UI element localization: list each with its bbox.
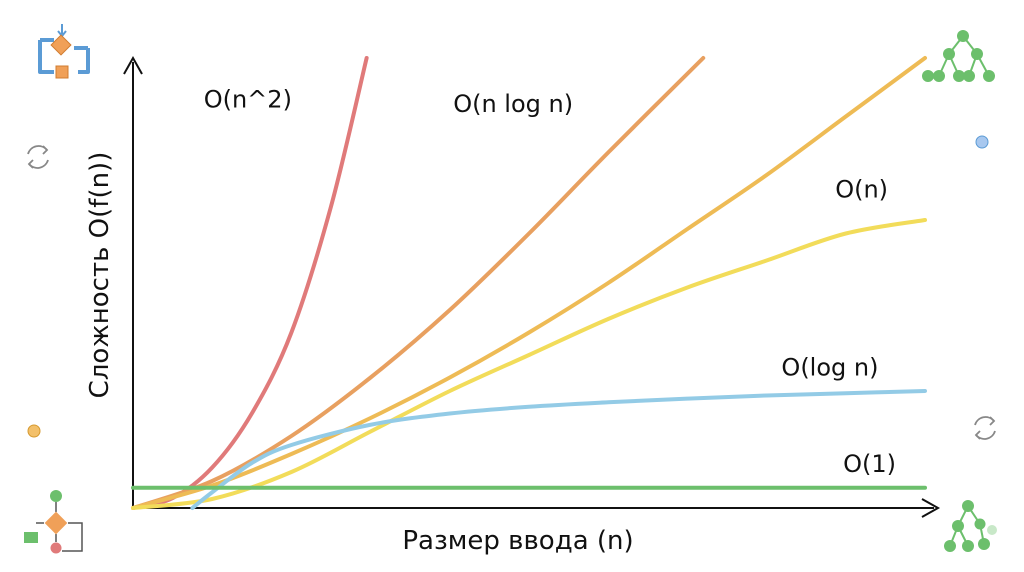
labels-layer: O(n^2) O(n log n) O(n) O(log n) O(1) xyxy=(204,86,896,479)
series-label-0: O(n^2) xyxy=(204,86,292,114)
axes xyxy=(123,55,941,518)
tree-small-icon xyxy=(944,500,997,552)
flowchart-icon xyxy=(24,490,83,554)
series-label-4: O(1) xyxy=(843,450,896,478)
series-label-1: O(n log n) xyxy=(453,90,573,118)
y-axis-arrow xyxy=(123,55,143,75)
series-line-4 xyxy=(190,389,927,510)
series-label-3: O(log n) xyxy=(781,353,878,381)
series-label-2: O(n) xyxy=(835,176,888,204)
y-axis-title: Сложность O(f(n)) xyxy=(85,152,115,399)
series-line-1 xyxy=(131,56,706,510)
flowchart-loop-icon xyxy=(38,24,90,79)
series-line-2 xyxy=(131,56,927,510)
refresh-icon xyxy=(27,145,49,169)
series-line-0 xyxy=(131,56,369,510)
tree-icon xyxy=(922,30,995,82)
series-line-3 xyxy=(131,218,927,510)
series-layer xyxy=(131,56,927,510)
x-axis-title: Размер ввода (n) xyxy=(402,526,633,556)
dot-orange xyxy=(27,424,41,438)
dot-blue xyxy=(975,135,989,149)
refresh-icon xyxy=(974,416,996,440)
x-axis-arrow xyxy=(921,498,941,518)
